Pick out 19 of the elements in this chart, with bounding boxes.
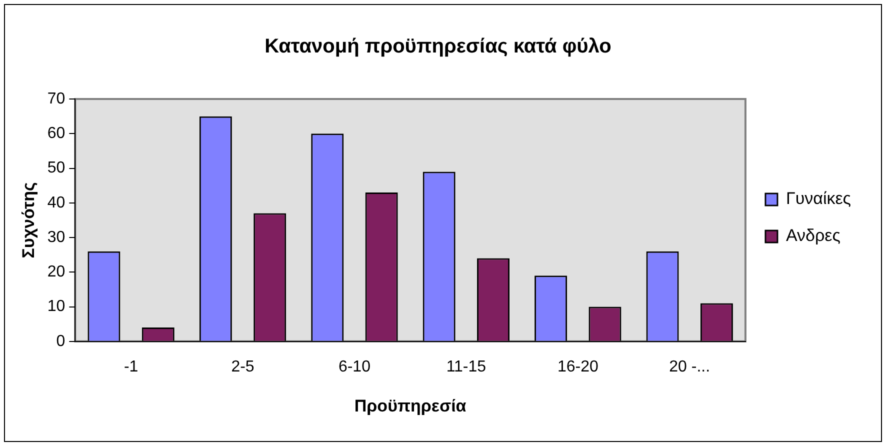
x-axis-title: Προϋπηρεσία — [354, 396, 467, 416]
y-axis-title: Συχνότης — [18, 182, 38, 258]
y-tick-label: 0 — [56, 332, 66, 350]
y-tick-label: 50 — [47, 160, 66, 177]
x-tick-label: 20 -... — [669, 358, 710, 376]
x-tick-label: 16-20 — [557, 358, 598, 376]
y-tick-label: 60 — [47, 125, 66, 142]
chart-title: Κατανομή προϋπηρεσίας κατά φύλο — [264, 36, 612, 58]
y-tick-label: 70 — [47, 90, 66, 108]
y-tick-label: 40 — [47, 194, 66, 212]
y-tick-label: 30 — [47, 228, 66, 246]
y-tick-label: 20 — [47, 264, 66, 281]
x-tick-label: 11-15 — [446, 358, 486, 376]
legend-label: Γυναίκες — [786, 189, 852, 208]
y-tick-label: 10 — [47, 298, 66, 316]
x-tick-label: -1 — [124, 358, 138, 376]
x-tick-label: 2-5 — [231, 358, 254, 376]
x-tick-label: 6-10 — [338, 358, 371, 376]
legend-label: Ανδρες — [786, 226, 840, 246]
